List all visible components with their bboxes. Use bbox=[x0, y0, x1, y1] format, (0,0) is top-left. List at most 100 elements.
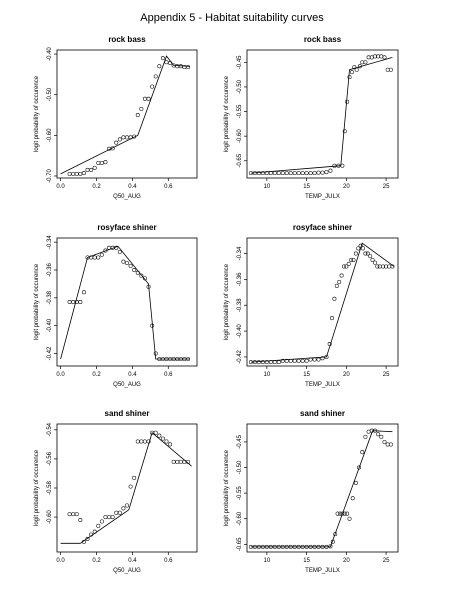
data-point bbox=[99, 252, 104, 257]
data-point bbox=[288, 171, 293, 176]
x-axis-label: Q50_AUG bbox=[113, 194, 141, 200]
panel-title: sand shiner bbox=[105, 409, 150, 418]
x-tick-label: 20 bbox=[343, 372, 350, 378]
data-point bbox=[382, 55, 387, 60]
x-tick-label: 0.0 bbox=[56, 372, 65, 378]
y-tick-label: -0.42 bbox=[47, 346, 53, 360]
fitted-curve bbox=[250, 242, 395, 363]
panel-sand-shiner-q50: sand shiner 0.0 0.2 0.4 0.6 -0.60 -0.58 -0.56 -0… bbox=[34, 409, 198, 574]
data-point bbox=[292, 171, 297, 176]
data-point bbox=[353, 251, 358, 256]
data-point bbox=[353, 480, 358, 485]
data-point bbox=[256, 360, 261, 365]
y-tick-label: -0.45 bbox=[237, 55, 243, 69]
data-point bbox=[139, 106, 144, 111]
data-point bbox=[103, 160, 108, 165]
data-point bbox=[178, 459, 183, 464]
data-point bbox=[125, 261, 129, 266]
y-axis-label: logit probability of occurence bbox=[224, 449, 230, 526]
data-point bbox=[150, 84, 155, 89]
data-point bbox=[377, 264, 382, 269]
plot-frame bbox=[246, 49, 399, 179]
data-point bbox=[370, 258, 375, 262]
data-point bbox=[376, 54, 381, 59]
data-point bbox=[85, 167, 90, 172]
data-point bbox=[338, 511, 342, 516]
y-axis-label: logit probability of occurence bbox=[224, 263, 230, 340]
data-point bbox=[121, 259, 126, 264]
data-point bbox=[360, 450, 365, 455]
data-point bbox=[117, 510, 122, 515]
y-axis-label: logit probability of occurence bbox=[34, 75, 40, 152]
data-point bbox=[175, 459, 180, 464]
data-point bbox=[349, 70, 354, 75]
y-tick-label: -0.60 bbox=[47, 510, 53, 524]
plot-frame bbox=[246, 423, 399, 553]
data-point bbox=[78, 518, 83, 522]
x-axis-label: Q50_AUG bbox=[113, 568, 141, 574]
data-point bbox=[71, 171, 76, 176]
y-tick-label: -0.50 bbox=[237, 79, 243, 93]
data-point bbox=[300, 358, 305, 363]
data-point bbox=[380, 264, 385, 269]
y-tick-label: -0.34 bbox=[47, 235, 53, 249]
panel-title: rock bass bbox=[304, 35, 342, 44]
data-point bbox=[368, 254, 373, 259]
x-tick-label: 0.6 bbox=[164, 558, 173, 564]
x-tick-label: 0.4 bbox=[128, 184, 137, 190]
data-point bbox=[81, 171, 86, 176]
x-axis-label: TEMP_JULX bbox=[305, 568, 340, 574]
data-point bbox=[349, 258, 354, 262]
y-tick-label: -0.55 bbox=[237, 104, 243, 118]
data-point bbox=[85, 536, 90, 541]
data-point bbox=[365, 251, 370, 256]
data-point bbox=[67, 171, 72, 176]
x-tick-label: 0.0 bbox=[56, 184, 65, 190]
data-point bbox=[345, 99, 350, 104]
data-point bbox=[339, 273, 344, 278]
data-point bbox=[67, 300, 72, 304]
x-tick-label: 15 bbox=[303, 372, 310, 378]
data-point bbox=[146, 96, 151, 101]
data-point bbox=[89, 167, 94, 172]
data-point bbox=[352, 65, 357, 70]
y-tick-label: -0.40 bbox=[47, 47, 53, 61]
data-point bbox=[110, 515, 115, 520]
x-tick-label: 10 bbox=[264, 372, 271, 378]
data-point bbox=[114, 140, 119, 145]
data-point bbox=[312, 171, 317, 176]
plot-frame bbox=[56, 237, 198, 367]
data-point bbox=[324, 170, 329, 175]
plot-frame bbox=[56, 49, 198, 179]
data-point bbox=[260, 171, 265, 176]
data-point bbox=[342, 129, 347, 134]
data-point bbox=[316, 170, 321, 175]
data-point bbox=[320, 170, 325, 175]
y-tick-label: -0.58 bbox=[47, 481, 53, 495]
x-tick-label: 15 bbox=[303, 184, 310, 190]
data-point bbox=[390, 264, 395, 269]
data-point bbox=[320, 356, 325, 361]
y-tick-label: -0.34 bbox=[237, 246, 243, 260]
data-point bbox=[121, 506, 126, 511]
data-point bbox=[272, 171, 277, 176]
x-tick-label: 0.4 bbox=[128, 372, 137, 378]
data-point bbox=[384, 264, 389, 269]
x-tick-label: 20 bbox=[343, 184, 350, 190]
data-point bbox=[347, 75, 352, 80]
y-tick-label: -0.56 bbox=[47, 451, 53, 465]
data-point bbox=[81, 290, 86, 295]
panel-title: rosyface shiner bbox=[293, 223, 352, 232]
data-point bbox=[276, 360, 281, 365]
panel-rock-bass-temp: rock bass 10 15 20 25 -0.65 -0.60 -0.55 -0.50 -0.… bbox=[224, 35, 399, 200]
y-tick-label: -0.45 bbox=[237, 434, 243, 448]
data-point bbox=[117, 137, 122, 142]
plot-frame bbox=[56, 423, 198, 553]
data-point bbox=[160, 436, 165, 441]
y-tick-label: -0.38 bbox=[237, 298, 243, 312]
data-point bbox=[128, 484, 133, 489]
data-point bbox=[332, 296, 337, 301]
y-tick-label: -0.60 bbox=[237, 129, 243, 143]
data-point bbox=[363, 434, 368, 439]
y-tick-label: -0.36 bbox=[237, 272, 243, 286]
